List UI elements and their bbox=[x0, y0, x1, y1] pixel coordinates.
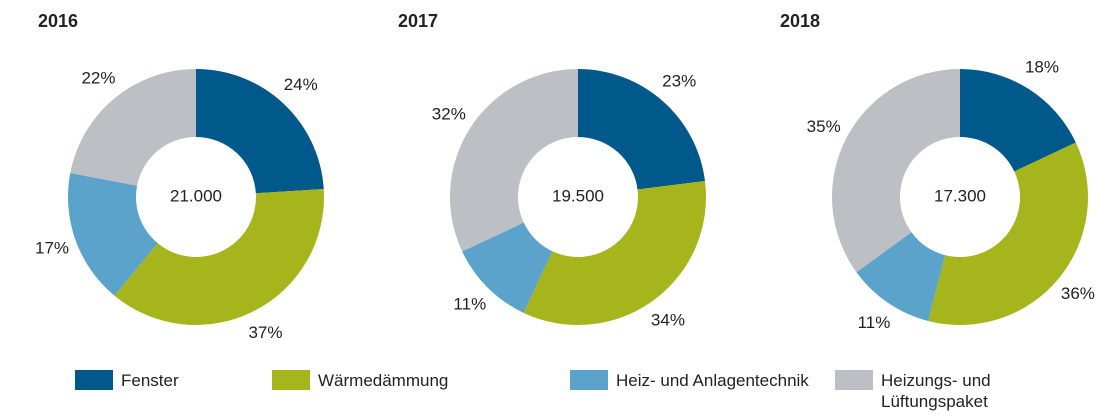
legend-item: Heizungs- und Lüftungspaket bbox=[835, 370, 1075, 412]
legend-item: Fenster bbox=[75, 370, 225, 391]
legend-swatch bbox=[570, 370, 608, 390]
value-label: 37% bbox=[248, 323, 282, 342]
legend-item: Heiz- und Anlagentechnik bbox=[570, 370, 830, 391]
value-label: 24% bbox=[284, 75, 318, 94]
donut-segment bbox=[196, 69, 324, 194]
center-label: 19.500 bbox=[552, 186, 604, 205]
value-label: 36% bbox=[1061, 284, 1095, 303]
donut-segment bbox=[578, 69, 705, 190]
legend-item: Wärmedämmung bbox=[272, 370, 532, 391]
value-label: 34% bbox=[651, 310, 685, 329]
charts: 2016 24% 37% 17% 22% 21.000 2017 23% 34% 11% 32% 19… bbox=[35, 11, 1095, 342]
donut-segment bbox=[523, 180, 706, 325]
donut-segment bbox=[70, 69, 196, 186]
center-label: 17.300 bbox=[934, 186, 986, 205]
value-label: 17% bbox=[35, 238, 69, 257]
value-label: 11% bbox=[858, 313, 891, 332]
chart-title: 2016 bbox=[38, 11, 78, 31]
center-label: 21.000 bbox=[170, 186, 222, 205]
legend-label: Heiz- und Anlagentechnik bbox=[616, 371, 809, 390]
donut-segment bbox=[928, 142, 1088, 325]
donut-segment bbox=[114, 188, 325, 325]
value-label: 18% bbox=[1025, 57, 1059, 76]
donut-segment bbox=[68, 173, 158, 296]
value-label: 11% bbox=[453, 295, 486, 314]
legend-swatch bbox=[75, 370, 113, 390]
value-label: 35% bbox=[807, 117, 841, 136]
chart-title: 2017 bbox=[398, 11, 438, 31]
legend-label: Wärmedämmung bbox=[318, 371, 449, 390]
value-label: 23% bbox=[662, 72, 696, 91]
donut-segment bbox=[960, 69, 1076, 172]
donut-segment bbox=[462, 222, 553, 313]
donut-segment bbox=[856, 232, 946, 321]
legend-label: Fenster bbox=[121, 371, 179, 390]
donut-segment bbox=[450, 69, 578, 252]
legend-label: Heizungs- und Lüftungspaket bbox=[881, 371, 991, 411]
legend-swatch bbox=[835, 370, 873, 390]
value-label: 32% bbox=[432, 105, 466, 124]
value-label: 22% bbox=[81, 69, 115, 88]
donut-segment bbox=[832, 69, 960, 273]
chart-title: 2018 bbox=[780, 11, 820, 31]
legend-swatch bbox=[272, 370, 310, 390]
